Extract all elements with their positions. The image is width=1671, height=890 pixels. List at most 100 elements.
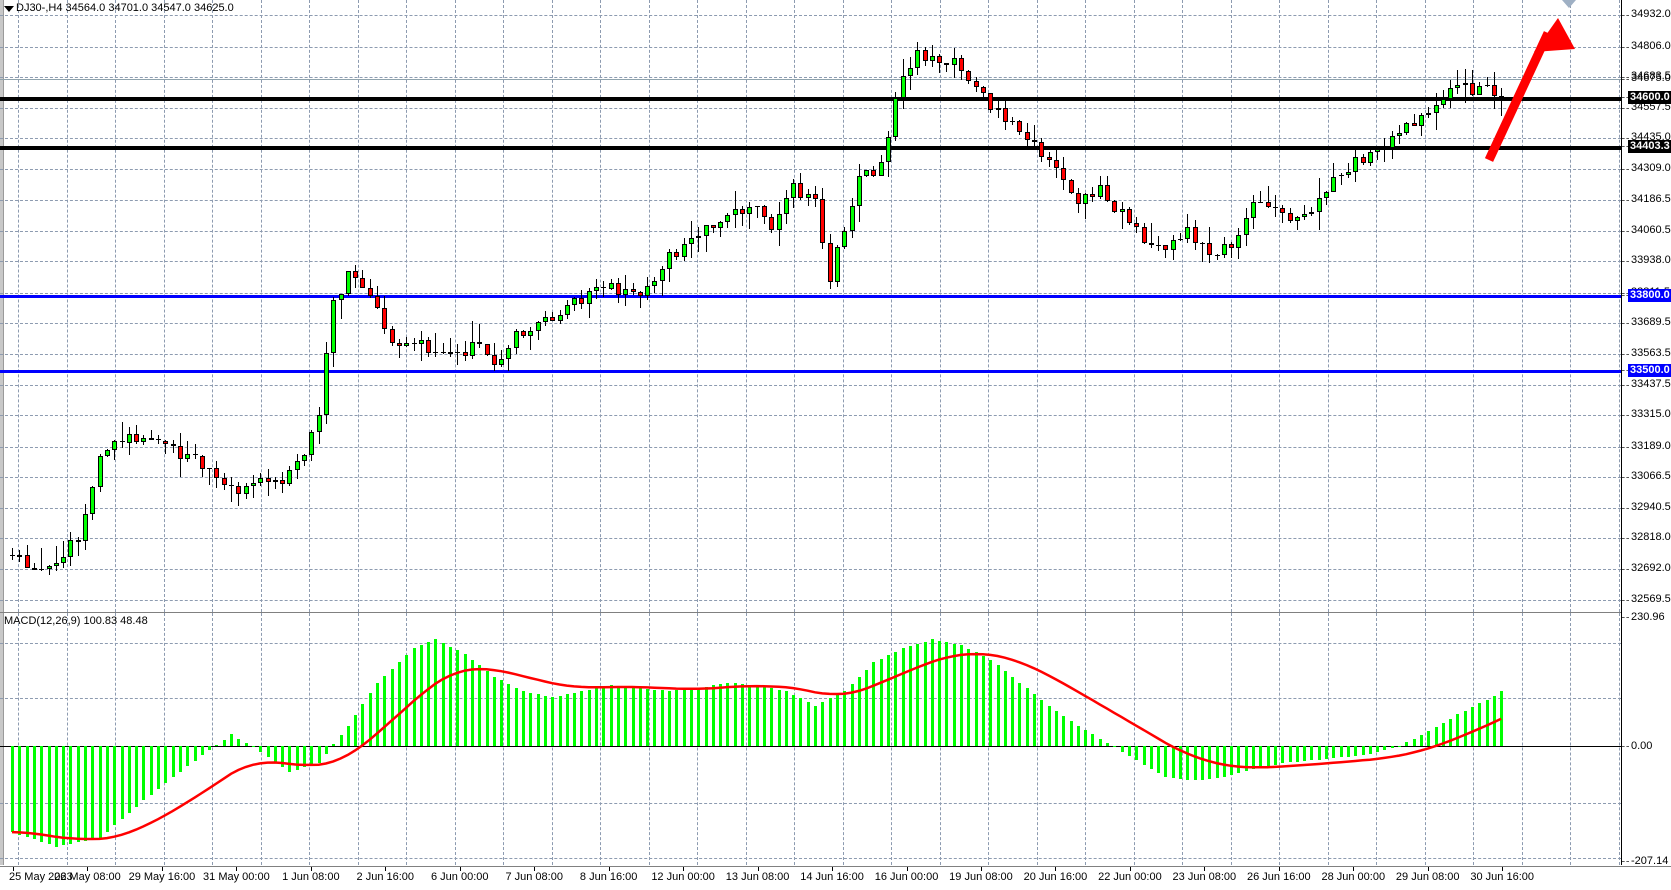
- price-axis-label: 32569.5: [1631, 592, 1671, 605]
- price-level-line[interactable]: [0, 295, 1621, 299]
- candle-body: [1426, 112, 1432, 115]
- macd-histogram-bar: [157, 745, 160, 789]
- price-axis-label: 34675.0: [1631, 71, 1671, 84]
- candle-wick: [479, 324, 481, 349]
- grid-line-vertical: [18, 0, 19, 612]
- candle-body: [645, 285, 651, 296]
- candle-body: [1046, 157, 1052, 160]
- candle-body: [791, 182, 797, 198]
- macd-histogram-bar: [1208, 745, 1212, 779]
- macd-histogram-bar: [120, 745, 124, 820]
- grid-line-vertical: [745, 613, 747, 865]
- macd-histogram-bar: [675, 690, 679, 746]
- time-axis-label: 8 Jun 16:00: [579, 871, 638, 883]
- price-level-line[interactable]: [0, 78, 1621, 80]
- macd-histogram-bar: [879, 658, 883, 746]
- candle-body: [309, 431, 315, 455]
- candle-body: [360, 277, 366, 289]
- grid-line-vertical: [163, 0, 165, 612]
- price-level-line[interactable]: [0, 146, 1621, 151]
- candle-wick: [33, 563, 35, 571]
- candle-body: [90, 486, 96, 514]
- macd-histogram-bar: [441, 643, 445, 746]
- candle-body: [345, 271, 351, 295]
- macd-histogram-bar: [427, 642, 431, 746]
- candle-body: [900, 76, 906, 99]
- candle-body: [959, 58, 964, 72]
- axis-tick: [1622, 107, 1629, 109]
- price-axis[interactable]: 34932.0 34806.0 34683.5 34557.5 34309.0 34186…: [1621, 0, 1671, 867]
- candle-body: [1178, 239, 1183, 241]
- candle-body: [119, 441, 125, 443]
- candle-body: [1338, 175, 1344, 177]
- price-axis-label: 32818.0: [1631, 531, 1671, 544]
- grid-line-vertical: [600, 0, 601, 612]
- candle-body: [250, 482, 256, 486]
- time-axis-label: 13 Jun 08:00: [725, 871, 790, 883]
- macd-axis-tick: [1622, 617, 1629, 618]
- candle-body: [75, 539, 81, 542]
- candle-body: [469, 341, 475, 357]
- grid-line-vertical: [1230, 613, 1232, 865]
- grid-line-vertical: [1133, 613, 1135, 865]
- time-axis-tick: [980, 867, 982, 871]
- candle-body: [579, 298, 585, 304]
- candle-wick: [705, 224, 707, 252]
- macd-histogram-bar: [25, 745, 29, 837]
- macd-histogram-bar: [908, 645, 912, 746]
- macd-histogram-bar: [1047, 705, 1051, 746]
- time-axis-label: 30 Jun 16:00: [1470, 871, 1534, 883]
- grid-line-horizontal: [0, 107, 1621, 109]
- price-chart-pane[interactable]: DJ30-,H4 34564.0 34701.0 34547.0 34625.0: [0, 0, 1621, 613]
- candle-body: [448, 351, 453, 354]
- grid-line-vertical: [939, 0, 941, 612]
- price-axis-label: 33563.5: [1631, 346, 1671, 359]
- grid-line-vertical: [1376, 0, 1377, 612]
- candle-body: [907, 67, 913, 77]
- price-level-line[interactable]: [0, 97, 1621, 102]
- chevron-down-icon[interactable]: [4, 6, 14, 12]
- candle-body: [382, 307, 388, 330]
- candle-body: [1265, 201, 1271, 208]
- macd-histogram-bar: [1084, 730, 1088, 746]
- macd-histogram-bar: [580, 691, 584, 746]
- time-axis[interactable]: 25 May 2023 26 May 08:00 29 May 16:00 31 Ma…: [0, 866, 1671, 890]
- macd-histogram-bar: [135, 745, 139, 807]
- macd-histogram-bar: [1252, 745, 1255, 769]
- macd-indicator-pane[interactable]: MACD(12,26,9) 100.83 48.48: [0, 613, 1621, 865]
- macd-histogram-bar: [478, 665, 482, 746]
- price-axis-label: 34683.5: [1631, 69, 1671, 82]
- price-level-line[interactable]: [0, 369, 1621, 373]
- candle-body: [535, 322, 541, 332]
- scroll-indicator-icon[interactable]: [1562, 0, 1576, 8]
- macd-histogram-bar: [602, 686, 606, 746]
- macd-histogram-bar: [1179, 745, 1182, 779]
- time-axis-tick: [1353, 867, 1355, 871]
- macd-histogram-bar: [171, 745, 175, 778]
- grid-line-horizontal: [0, 446, 1621, 448]
- grid-line-vertical: [1085, 0, 1086, 612]
- macd-histogram-bar: [273, 745, 277, 762]
- macd-histogram-bar: [551, 696, 555, 746]
- macd-histogram-bar: [244, 742, 248, 746]
- macd-histogram-bar: [857, 676, 861, 746]
- grid-line-vertical: [309, 0, 310, 612]
- macd-label: MACD(12,26,9) 100.83 48.48: [4, 615, 148, 627]
- macd-histogram-bar: [989, 659, 993, 746]
- arrow-annotation[interactable]: [0, 0, 1621, 612]
- candle-wick: [1501, 88, 1503, 117]
- candle-body: [1017, 120, 1023, 132]
- candle-body: [944, 63, 950, 66]
- macd-histogram-bar: [405, 654, 409, 746]
- candle-body: [338, 294, 344, 301]
- macd-histogram-bar: [762, 686, 766, 746]
- macd-histogram-bar: [149, 745, 153, 795]
- candle-body: [1360, 156, 1366, 164]
- candle-wick: [1085, 193, 1087, 220]
- candle-wick: [172, 440, 174, 454]
- candle-body: [988, 93, 994, 111]
- grid-line-vertical: [1521, 613, 1523, 865]
- axis-tick: [1622, 78, 1629, 80]
- candle-wick: [238, 482, 240, 506]
- candle-body: [331, 300, 337, 353]
